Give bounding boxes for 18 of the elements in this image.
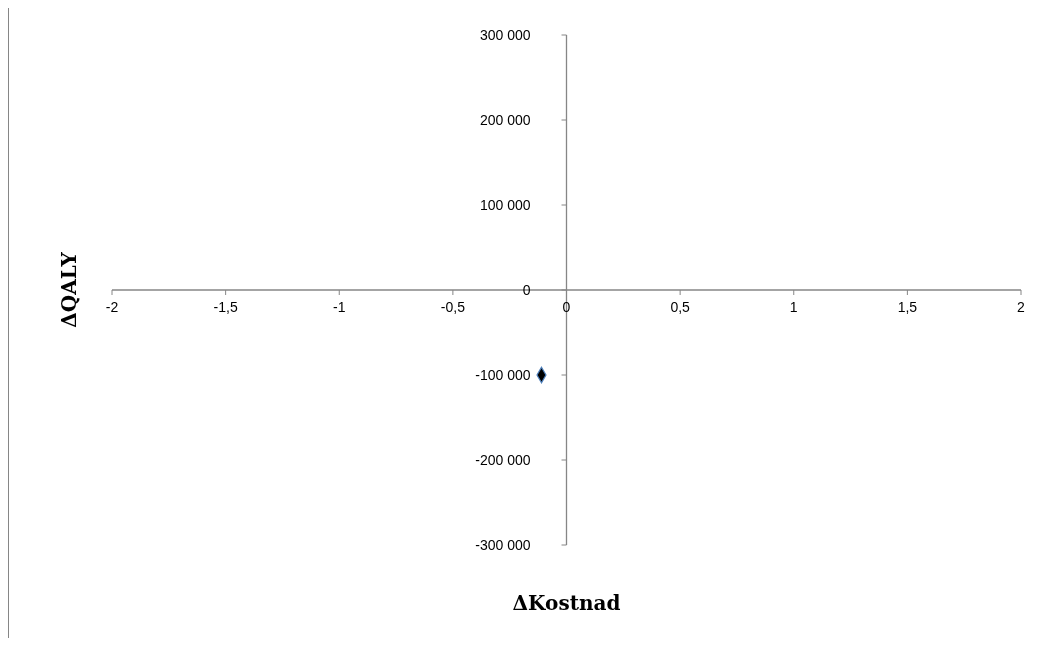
x-tick-label: 1,5 xyxy=(897,299,918,315)
x-axis-title: ΔKostnad xyxy=(512,591,621,615)
y-tick-label: 200 000 xyxy=(479,112,531,128)
x-tick-label: -2 xyxy=(105,299,119,315)
x-tick-label: 1 xyxy=(789,299,798,315)
x-tick-label: 0,5 xyxy=(670,299,691,315)
x-tick-label: 2 xyxy=(1017,299,1026,315)
y-tick-label: 0 xyxy=(522,282,531,298)
y-tick-label: -300 000 xyxy=(475,537,531,553)
x-tick-label: 0 xyxy=(562,299,571,315)
x-tick-label: -1,5 xyxy=(213,299,238,315)
y-axis-title: ΔQALY xyxy=(57,251,81,328)
x-tick-label: -0,5 xyxy=(440,299,466,315)
y-tick-label: -100 000 xyxy=(475,367,531,383)
x-tick-label: -1 xyxy=(333,299,346,315)
y-tick-label: 300 000 xyxy=(479,27,531,43)
y-tick-label: -200 000 xyxy=(475,452,531,468)
y-tick-label: 100 000 xyxy=(479,197,531,213)
